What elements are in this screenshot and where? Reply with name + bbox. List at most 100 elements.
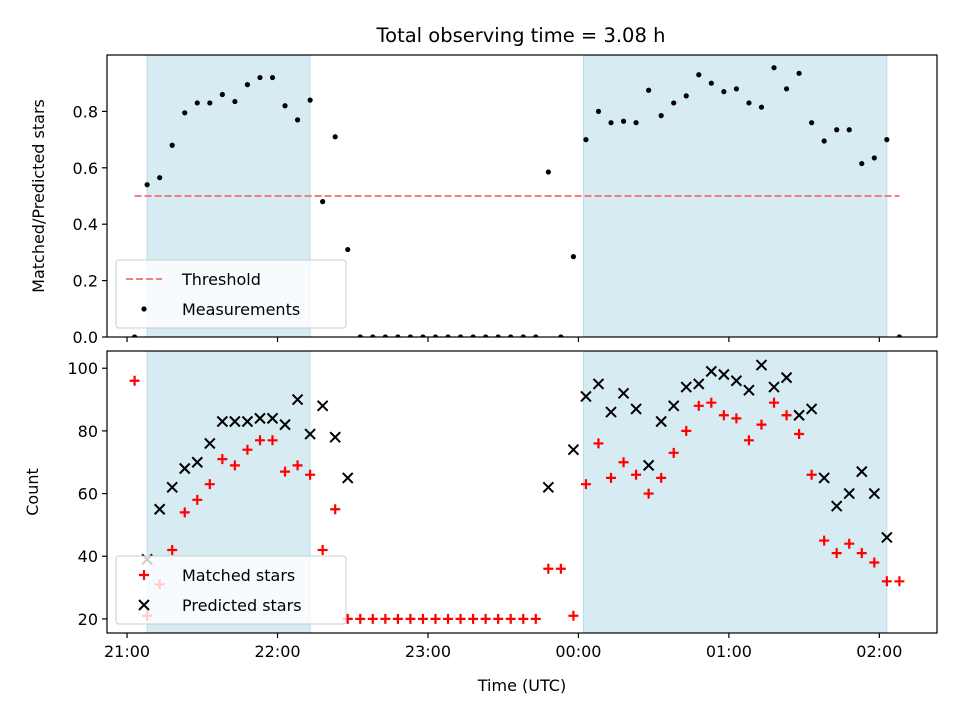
data-point [495,334,501,337]
data-point [809,120,815,126]
data-point [758,104,765,110]
data-point [380,613,391,624]
data-point [405,613,416,624]
data-point [671,100,677,106]
data-point [896,334,902,337]
data-point [668,447,679,458]
data-point [658,113,664,119]
data-point [871,155,877,161]
y-tick-label: 100 [67,359,98,378]
data-point [332,134,338,140]
shaded-interval-1 [582,350,888,634]
data-point [618,457,629,468]
y-tick-label: 20 [78,610,98,629]
data-point [656,472,667,483]
y-tick-label: 0.6 [73,159,98,178]
data-point [468,613,479,624]
data-point [216,415,229,428]
data-point [794,429,805,440]
ratio-panel: 0.0 0.2 0.4 0.6 0.8 Matched/Predicted stars Th… [29,54,938,347]
data-point [493,613,504,624]
data-point [169,142,175,148]
y-tick-label: 0.8 [73,102,98,121]
data-point [769,397,780,408]
data-point [342,472,354,484]
data-point [555,563,566,574]
data-point [743,384,755,396]
data-point [884,137,890,143]
y-tick-label: 80 [78,422,98,441]
axes-frame [106,54,938,338]
data-point [718,368,730,381]
data-point [595,108,602,114]
data-point [856,465,868,478]
data-point [316,400,329,412]
data-point [568,610,579,621]
data-point [182,110,188,116]
data-point [432,334,439,337]
legend-box [115,259,347,329]
data-point [743,435,754,446]
data-point [191,456,203,468]
data-point [470,334,476,337]
data-point [771,65,777,71]
data-point [756,419,767,430]
data-point [257,74,263,81]
data-point [655,415,667,428]
data-point [320,199,326,205]
data-point [179,507,190,518]
data-point [254,435,265,446]
data-point [382,334,388,337]
data-point [520,334,526,337]
data-point [646,87,652,93]
legend-label: Measurements [182,300,300,319]
axes-frame [106,350,938,634]
x-tick-label: 02:00 [856,642,902,661]
data-point [244,82,251,88]
data-point [457,334,464,337]
data-point [307,97,313,103]
data-point [856,548,867,559]
data-point [620,118,627,124]
data-point [355,613,366,624]
data-point [783,86,790,92]
x-tick-label: 01:00 [706,642,752,661]
y-tick-label: 0.2 [73,272,98,291]
data-point [217,454,228,465]
legend-label: Threshold [181,270,261,289]
legend-marker-swatch [139,570,149,580]
data-point [280,466,291,477]
data-point [570,254,577,260]
data-point [580,390,592,403]
data-point [395,334,401,337]
data-point [330,504,341,515]
data-point [894,576,905,587]
data-point [530,613,541,624]
data-point [417,613,428,624]
data-point [693,378,705,390]
x-tick-label: 21:00 [104,642,150,661]
data-point [755,359,768,371]
x-axis-label: Time (UTC) [477,676,566,695]
y-axis-label: Count [23,468,42,516]
data-point [605,406,617,418]
data-point [153,503,166,515]
data-point [768,381,780,393]
data-point [733,86,739,92]
legend-marker-swatch [138,599,150,611]
data-point [667,400,680,412]
legend-marker-swatch [141,306,147,312]
data-point [806,469,817,480]
data-point [592,378,605,390]
data-point [545,169,551,175]
legend: Threshold Measurements [115,259,347,329]
data-point [483,334,489,337]
data-point [708,80,714,86]
data-point [718,410,729,421]
data-point [881,531,893,544]
data-point [693,400,704,411]
data-point [282,103,288,109]
data-point [166,481,178,494]
data-point [480,613,491,624]
